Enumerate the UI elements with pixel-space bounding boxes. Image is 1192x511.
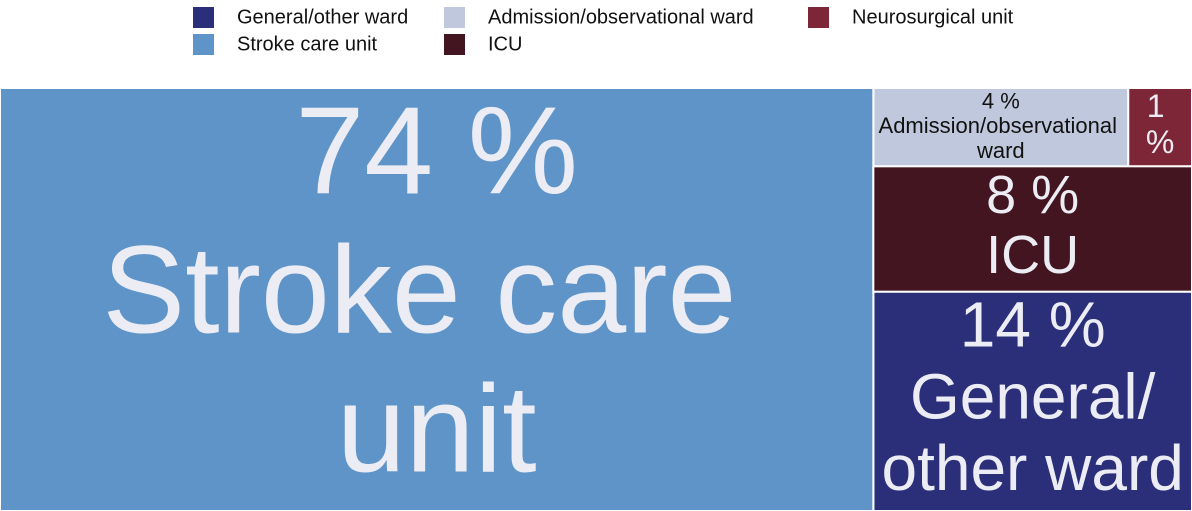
tile-name-label: Admission/observational ward	[879, 113, 1124, 163]
legend-label: Neurosurgical unit	[852, 6, 1014, 28]
treemap-tile	[872, 290, 1192, 511]
tile-value-label: 74 %	[295, 82, 578, 220]
tile-value-label-line: 74 %	[295, 82, 578, 220]
treemap-tile	[1127, 87, 1192, 168]
legend-label: ICU	[488, 33, 522, 55]
tile-name-label-line: General/	[910, 360, 1156, 432]
tile-value-label: 8 %	[986, 165, 1079, 225]
tile-name-label-line: ICU	[986, 226, 1079, 286]
treemap-tile	[872, 165, 1192, 293]
treemap-tile	[872, 87, 1130, 168]
tile-name-label-line: other ward	[881, 432, 1183, 504]
legend-label: General/other ward	[237, 6, 408, 28]
treemap-tile	[0, 87, 875, 511]
legend-swatch	[444, 7, 465, 28]
tile-value-label-line: 4 %	[982, 88, 1020, 113]
tile-name-label: General/other ward	[881, 360, 1183, 504]
tile-value-label-line: 1	[1147, 89, 1174, 125]
tile-value-label-line: %	[1146, 125, 1174, 161]
tile-name-label-line: ward	[976, 138, 1025, 163]
tile-value-label: 4 %	[982, 88, 1020, 113]
tile-name-label-line: unit	[337, 360, 537, 498]
tile-name-label: ICU	[986, 226, 1079, 286]
tile-name-label-line: Stroke care	[102, 221, 771, 359]
legend-swatch	[808, 7, 829, 28]
tile-value-label: 1 %	[1146, 89, 1174, 161]
legend-label: Admission/observational ward	[488, 6, 754, 28]
tile-name-label: Stroke care unit	[102, 221, 771, 498]
tile-name-label-line: Admission/observational	[879, 113, 1124, 138]
legend-swatch	[444, 34, 465, 55]
tile-value-label-line: 14 %	[960, 289, 1106, 361]
tile-value-label: 14 %	[960, 289, 1106, 361]
legend-swatch	[193, 7, 214, 28]
tile-value-label-line: 8 %	[986, 165, 1079, 225]
legend-label: Stroke care unit	[237, 33, 378, 55]
legend-swatch	[193, 34, 214, 55]
